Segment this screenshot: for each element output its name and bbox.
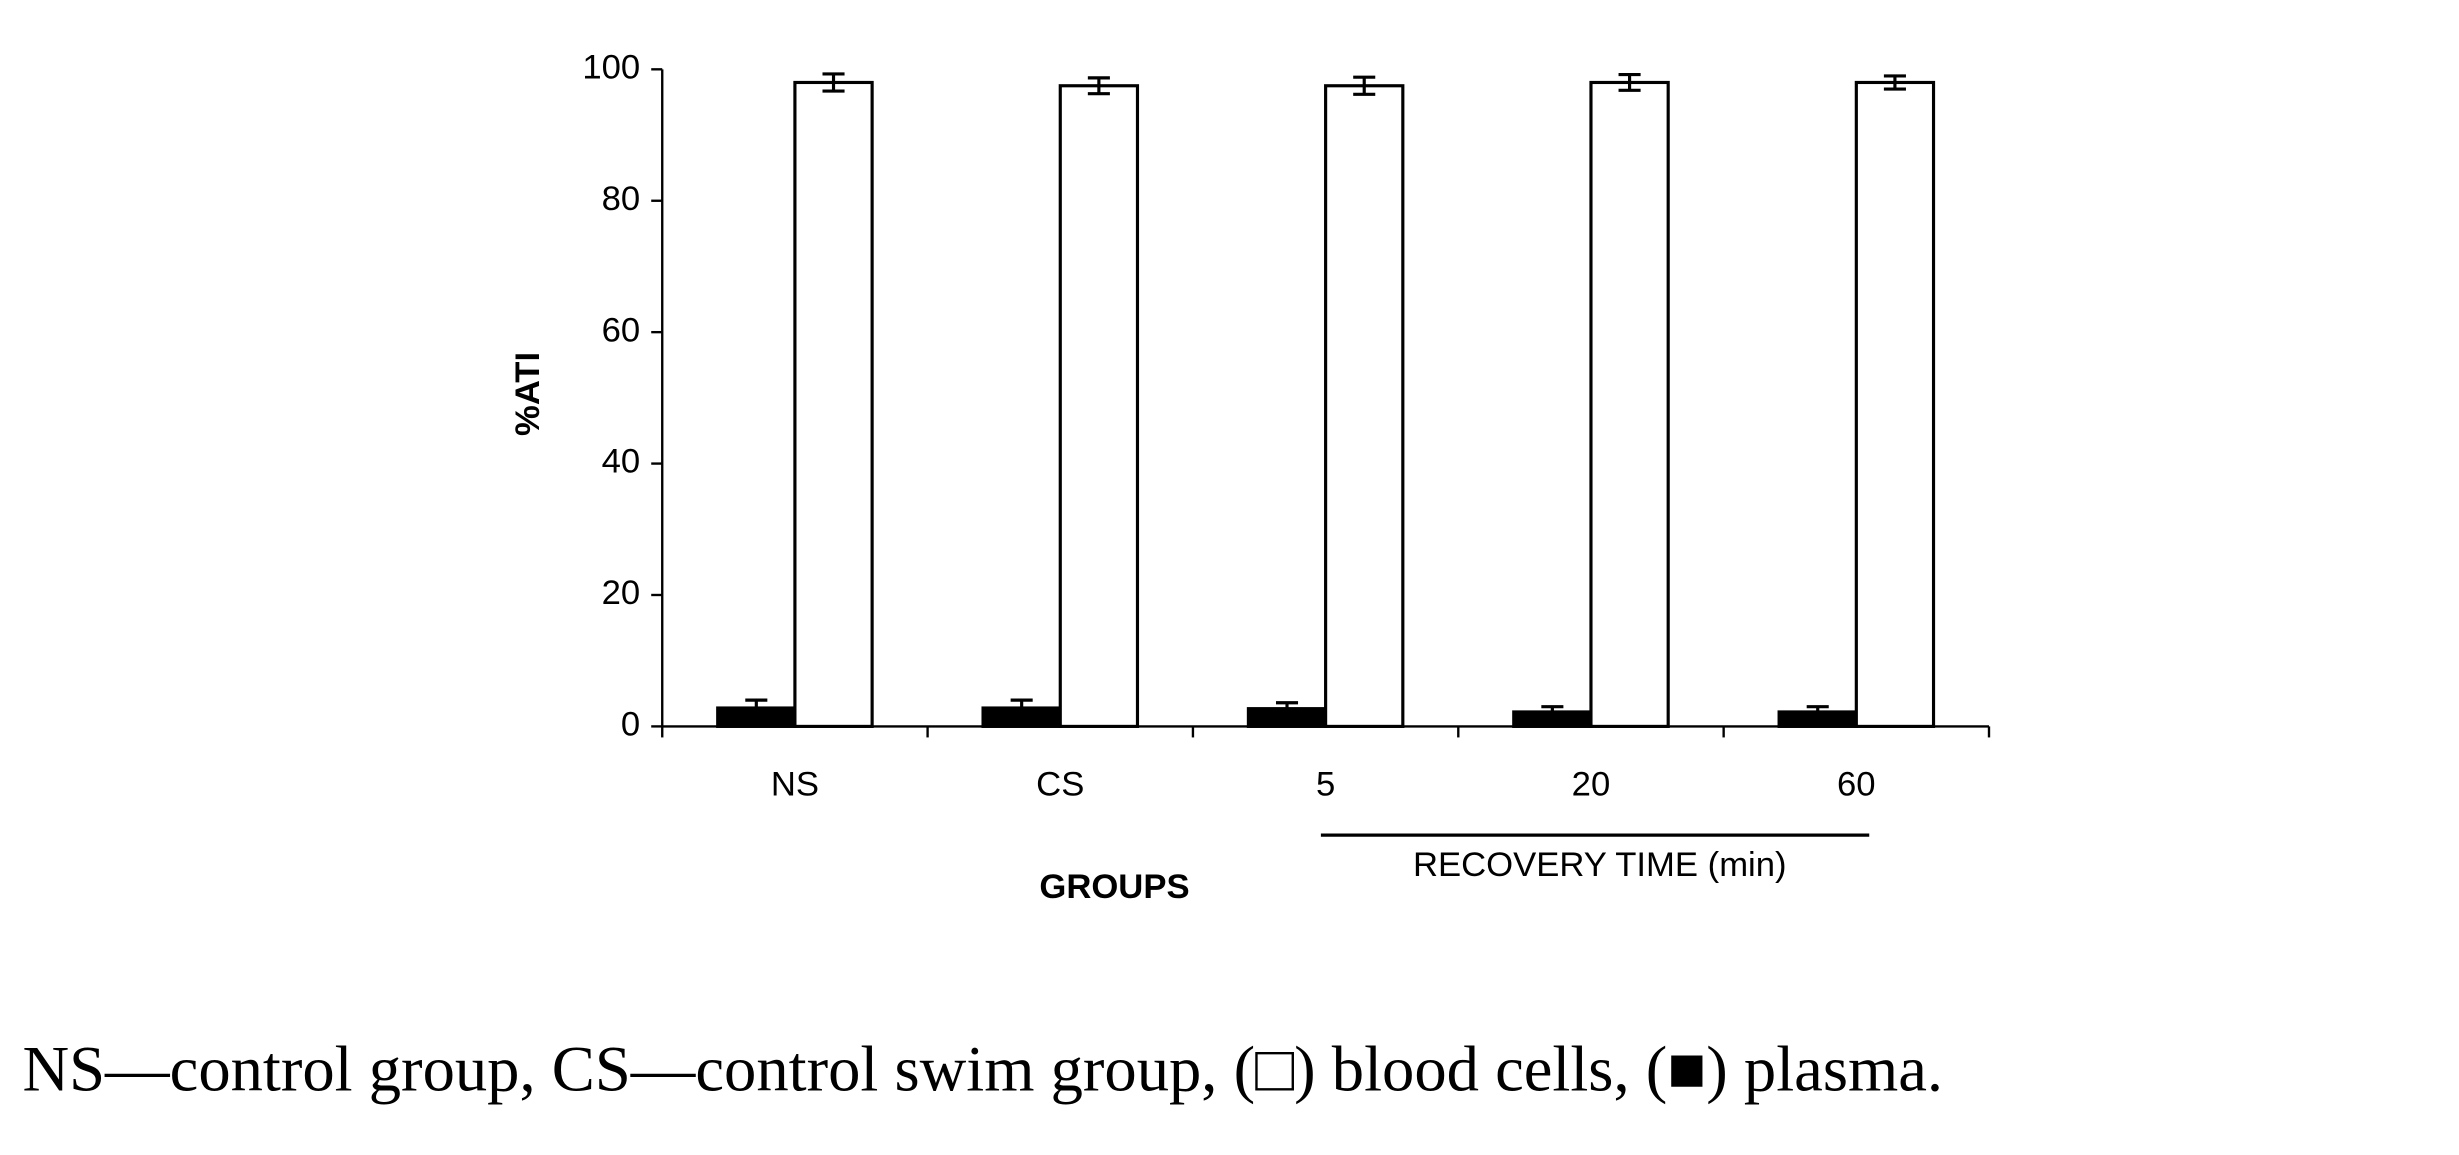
y-tick-label: 100 [582,48,640,86]
y-tick-label: 0 [621,706,640,744]
caption: NS—control group, CS—control swim group,… [23,1032,1944,1104]
x-tick-label: 60 [1837,765,1876,803]
x-tick-label: NS [771,765,819,803]
error-bar [822,72,845,93]
x-tick-label: CS [1036,765,1084,803]
error-bar [1618,73,1641,92]
y-tick-label: 40 [602,443,641,481]
caption-part: . [1927,1032,1943,1104]
bar [1324,84,1405,728]
error-bar [1275,701,1299,717]
caption-series-name: blood cells [1332,1032,1614,1104]
caption-series-name: plasma [1744,1032,1927,1104]
y-tick-label: 60 [602,311,641,349]
annotation: RECOVERY TIME (min) [1413,846,1787,884]
error-bar [1883,74,1906,91]
y-tick-label: 80 [602,180,641,218]
y-tick-label: 20 [602,574,641,612]
x-tick-label: 20 [1572,765,1611,803]
error-bar [1010,698,1033,718]
error-bar [1353,75,1376,96]
x-axis-label: GROUPS [1039,868,1189,906]
error-bar [1806,705,1829,719]
y-axis-label: %ATI [509,352,547,436]
error-bar [745,698,768,718]
error-bar [1541,705,1564,719]
error-bar [1087,76,1110,96]
caption-part: NS—control group, CS—control swim group,… [23,1032,1332,1104]
bar [1854,80,1936,728]
x-tick-label: 5 [1316,765,1335,803]
bar [793,80,874,728]
bar [1589,80,1670,728]
bar [1058,84,1140,728]
caption-part: , (■) [1613,1032,1743,1104]
